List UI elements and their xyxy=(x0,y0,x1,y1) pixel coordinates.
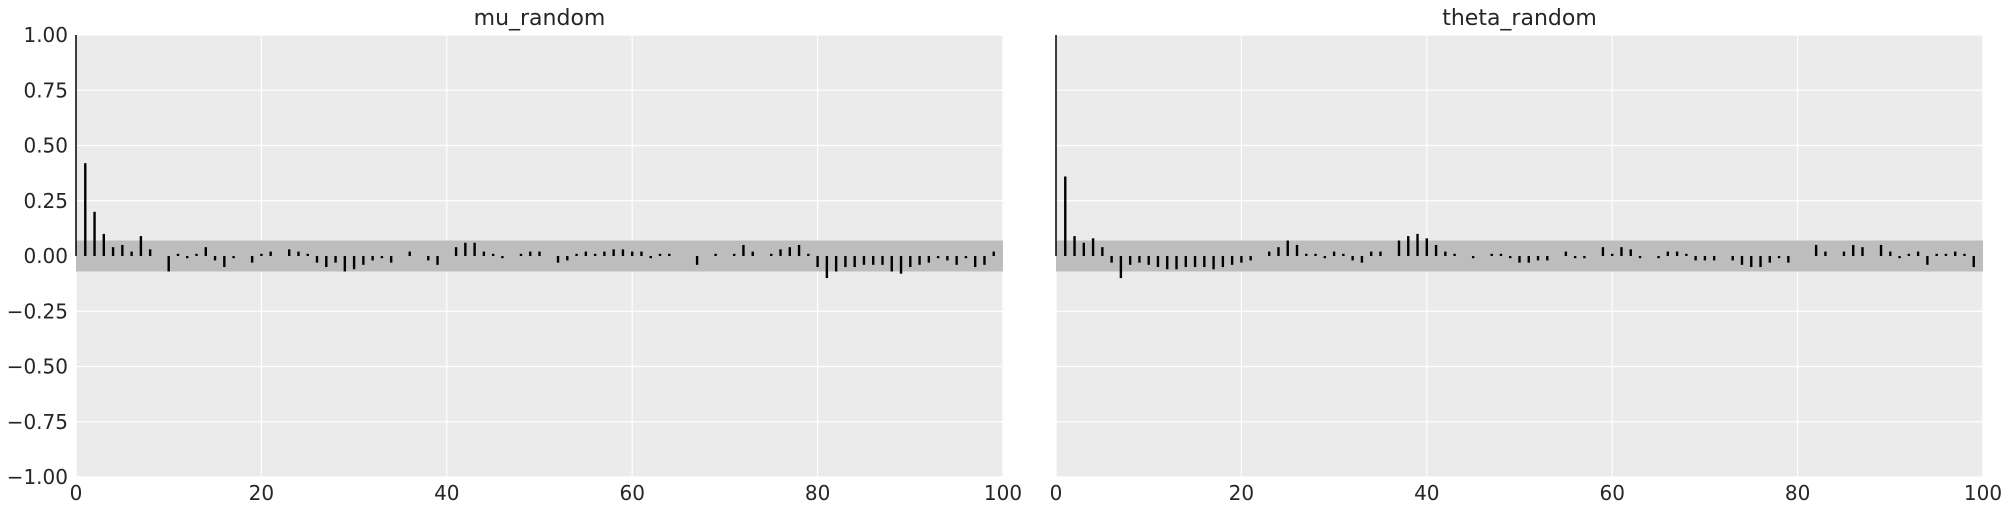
panel-mu-random: −1.00 −0.75 −0.50 −0.25 0.00 0.25 0.50 0.75 1.00… xyxy=(7,6,1022,505)
y-tick-label: 1.00 xyxy=(23,23,68,47)
x-tick-label: 80 xyxy=(1785,481,1810,505)
y-tick-label: −0.25 xyxy=(7,299,68,323)
panel-title: mu_random xyxy=(474,6,606,31)
y-tick-label: 0.75 xyxy=(23,78,68,102)
x-tick-labels: 0 20 40 60 80 100 xyxy=(1050,481,2002,505)
y-tick-label: −0.75 xyxy=(7,410,68,434)
x-tick-label: 60 xyxy=(1599,481,1624,505)
x-tick-label: 100 xyxy=(984,481,1022,505)
y-tick-label: 0.00 xyxy=(23,244,68,268)
acf-bars xyxy=(1055,35,1975,279)
panel-theta-random: 0 20 40 60 80 100 theta_random xyxy=(1050,6,2002,505)
x-tick-label: 20 xyxy=(1229,481,1254,505)
y-tick-label: 0.50 xyxy=(23,134,68,158)
y-tick-label: −0.50 xyxy=(7,355,68,379)
x-tick-label: 0 xyxy=(1050,481,1063,505)
panel-title: theta_random xyxy=(1442,6,1597,31)
acf-bars xyxy=(75,35,995,279)
x-tick-label: 40 xyxy=(434,481,459,505)
y-tick-label: −1.00 xyxy=(7,465,68,489)
x-tick-label: 40 xyxy=(1414,481,1439,505)
x-tick-label: 0 xyxy=(70,481,83,505)
x-tick-label: 20 xyxy=(249,481,274,505)
y-tick-labels: −1.00 −0.75 −0.50 −0.25 0.00 0.25 0.50 0.75 1.00 xyxy=(7,23,68,489)
x-tick-label: 80 xyxy=(805,481,830,505)
x-tick-label: 100 xyxy=(1964,481,2002,505)
x-tick-labels: 0 20 40 60 80 100 xyxy=(70,481,1022,505)
x-tick-label: 60 xyxy=(619,481,644,505)
y-tick-label: 0.25 xyxy=(23,189,68,213)
